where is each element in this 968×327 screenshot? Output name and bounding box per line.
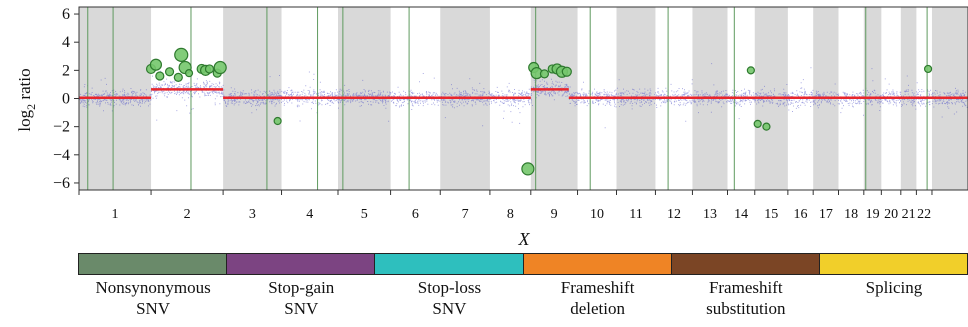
- chromosome-label: 8: [507, 207, 514, 222]
- chromosome-label: 7: [462, 207, 469, 222]
- legend-label: Splicing: [865, 278, 923, 297]
- variant-marker: [746, 66, 755, 75]
- segment-lines: [79, 88, 968, 100]
- legend-label: Stop-loss SNV: [417, 278, 482, 318]
- y-tick-label: 4: [62, 34, 70, 51]
- variant-marker: [213, 60, 227, 75]
- legend-swatch: [78, 253, 228, 275]
- chromosome-label: 17: [819, 207, 833, 222]
- variant-marker: [539, 69, 550, 79]
- chromosome-label: 14: [734, 207, 748, 222]
- variant-markers: [145, 47, 933, 176]
- variant-marker: [173, 72, 183, 82]
- chromosome-label: 10: [590, 207, 604, 222]
- y-tick-label: −2: [53, 119, 70, 136]
- y-axis-label: log2 ratio: [15, 68, 38, 131]
- chromosome-label: 19: [866, 207, 880, 222]
- chromosome-label: 20: [884, 207, 898, 222]
- chromosome-label: 9: [551, 207, 558, 222]
- variant-type-legend: Nonsynonymous SNV Stop-gain SNV Stop-loss …: [78, 253, 968, 323]
- chromosome-label: 12: [667, 207, 681, 222]
- legend-swatch: [522, 253, 672, 275]
- legend-label: Nonsynonymous SNV: [95, 278, 211, 318]
- chromosome-label: 6: [412, 207, 419, 222]
- y-tick-label: −4: [53, 147, 70, 164]
- variant-marker: [923, 64, 933, 74]
- variant-marker: [164, 67, 175, 77]
- legend-swatch: [818, 253, 968, 275]
- chromosome-label: 4: [306, 207, 313, 222]
- variant-marker: [762, 122, 771, 131]
- legend-swatch: [226, 253, 376, 275]
- variant-marker: [155, 71, 165, 81]
- chromosome-label: 22: [917, 207, 931, 222]
- y-tick-label: 2: [62, 62, 70, 79]
- chromosome-label: 2: [184, 207, 191, 222]
- legend-swatch: [670, 253, 820, 275]
- legend-color-bar: [78, 253, 968, 275]
- x-axis-label: X: [518, 229, 531, 249]
- chromosome-label: 11: [629, 207, 642, 222]
- legend-label: Stop-gain SNV: [268, 278, 335, 318]
- legend-label: Frameshift deletion: [560, 278, 635, 318]
- chromosome-label: 13: [703, 207, 717, 222]
- chromosome-label: 1: [112, 207, 119, 222]
- variant-marker: [184, 69, 194, 78]
- variant-marker: [174, 47, 189, 62]
- variant-marker: [521, 162, 535, 176]
- legend-swatch: [374, 253, 524, 275]
- variant-marker: [753, 119, 762, 128]
- legend-label: Frameshift substitution: [706, 278, 786, 318]
- chromosome-label: 21: [902, 207, 916, 222]
- y-tick-label: 6: [62, 6, 70, 23]
- y-tick-label: −6: [53, 175, 70, 192]
- y-tick-label: 0: [62, 91, 70, 108]
- chromosome-label: 15: [764, 207, 778, 222]
- variant-marker: [273, 116, 282, 126]
- legend-labels: Nonsynonymous SNV Stop-gain SNV Stop-loss …: [79, 277, 968, 319]
- chromosome-label: 18: [844, 207, 858, 222]
- chromosome-label: 16: [794, 207, 808, 222]
- chromosome-label: 5: [361, 207, 368, 222]
- variant-marker: [204, 64, 215, 74]
- chromosome-label: 3: [249, 207, 256, 222]
- variant-marker: [149, 58, 163, 71]
- variant-marker: [561, 66, 572, 77]
